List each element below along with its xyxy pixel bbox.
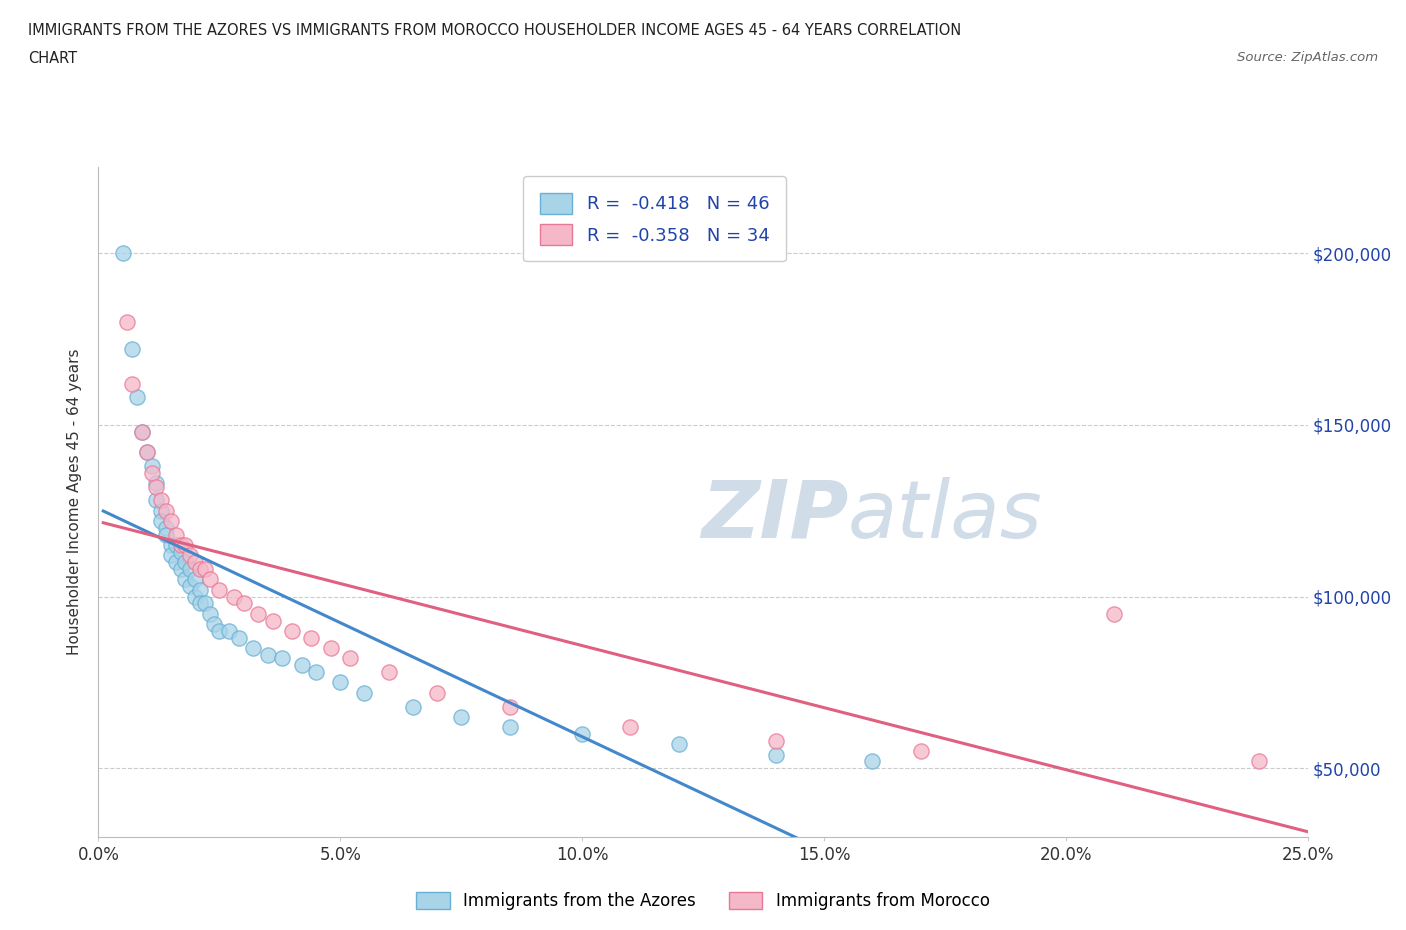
Point bbox=[271, 651, 294, 666]
Point bbox=[198, 606, 221, 621]
Text: IMMIGRANTS FROM THE AZORES VS IMMIGRANTS FROM MOROCCO HOUSEHOLDER INCOME AGES 45: IMMIGRANTS FROM THE AZORES VS IMMIGRANTS… bbox=[28, 23, 962, 38]
Point bbox=[155, 527, 177, 542]
Point bbox=[117, 314, 139, 329]
Point bbox=[198, 572, 221, 587]
Point bbox=[169, 545, 191, 560]
Point bbox=[188, 582, 211, 597]
Point bbox=[194, 562, 217, 577]
Point bbox=[111, 246, 134, 260]
Point bbox=[426, 685, 449, 700]
Point bbox=[160, 538, 183, 552]
Point bbox=[402, 699, 425, 714]
Point bbox=[135, 445, 157, 459]
Point bbox=[165, 538, 187, 552]
Point bbox=[184, 590, 207, 604]
Point bbox=[232, 596, 254, 611]
Point bbox=[619, 720, 641, 735]
Point bbox=[145, 479, 167, 494]
Point bbox=[498, 720, 520, 735]
Point bbox=[208, 582, 231, 597]
Y-axis label: Householder Income Ages 45 - 64 years: Householder Income Ages 45 - 64 years bbox=[67, 349, 83, 656]
Point bbox=[339, 651, 361, 666]
Point bbox=[179, 578, 201, 593]
Point bbox=[165, 555, 187, 570]
Text: ZIP: ZIP bbox=[700, 476, 848, 554]
Point bbox=[194, 596, 217, 611]
Point bbox=[1249, 754, 1271, 769]
Legend: Immigrants from the Azores, Immigrants from Morocco: Immigrants from the Azores, Immigrants f… bbox=[409, 885, 997, 917]
Point bbox=[188, 562, 211, 577]
Point bbox=[329, 675, 352, 690]
Point bbox=[121, 342, 143, 357]
Text: Source: ZipAtlas.com: Source: ZipAtlas.com bbox=[1237, 51, 1378, 64]
Point bbox=[319, 641, 342, 656]
Point bbox=[262, 613, 284, 628]
Point bbox=[131, 424, 153, 439]
Point bbox=[218, 623, 240, 638]
Point bbox=[145, 476, 167, 491]
Point bbox=[204, 617, 226, 631]
Point bbox=[150, 513, 173, 528]
Point bbox=[377, 665, 399, 680]
Point bbox=[169, 562, 191, 577]
Point bbox=[141, 458, 163, 473]
Point bbox=[188, 596, 211, 611]
Legend: R =  -0.418   N = 46, R =  -0.358   N = 34: R = -0.418 N = 46, R = -0.358 N = 34 bbox=[523, 177, 786, 261]
Point bbox=[256, 647, 278, 662]
Point bbox=[242, 641, 264, 656]
Point bbox=[305, 665, 328, 680]
Point bbox=[174, 538, 197, 552]
Point bbox=[281, 623, 304, 638]
Point bbox=[174, 572, 197, 587]
Point bbox=[165, 527, 187, 542]
Point bbox=[910, 744, 932, 759]
Point bbox=[184, 555, 207, 570]
Point bbox=[150, 503, 173, 518]
Point bbox=[179, 548, 201, 563]
Point bbox=[290, 658, 312, 672]
Point bbox=[208, 623, 231, 638]
Text: CHART: CHART bbox=[28, 51, 77, 66]
Point bbox=[131, 424, 153, 439]
Point bbox=[135, 445, 157, 459]
Point bbox=[765, 747, 787, 762]
Point bbox=[169, 538, 191, 552]
Point bbox=[174, 555, 197, 570]
Point bbox=[150, 493, 173, 508]
Point bbox=[127, 390, 149, 405]
Point bbox=[141, 466, 163, 481]
Point bbox=[498, 699, 520, 714]
Text: atlas: atlas bbox=[848, 476, 1043, 554]
Point bbox=[155, 503, 177, 518]
Point bbox=[299, 631, 322, 645]
Point bbox=[160, 513, 183, 528]
Point bbox=[668, 737, 690, 751]
Point bbox=[247, 606, 270, 621]
Point bbox=[160, 548, 183, 563]
Point bbox=[765, 734, 787, 749]
Point bbox=[121, 377, 143, 392]
Point bbox=[228, 631, 250, 645]
Point bbox=[145, 493, 167, 508]
Point bbox=[155, 521, 177, 536]
Point bbox=[571, 726, 593, 741]
Point bbox=[1102, 606, 1125, 621]
Point bbox=[353, 685, 375, 700]
Point bbox=[450, 710, 472, 724]
Point bbox=[222, 590, 245, 604]
Point bbox=[184, 572, 207, 587]
Point bbox=[860, 754, 883, 769]
Point bbox=[179, 562, 201, 577]
